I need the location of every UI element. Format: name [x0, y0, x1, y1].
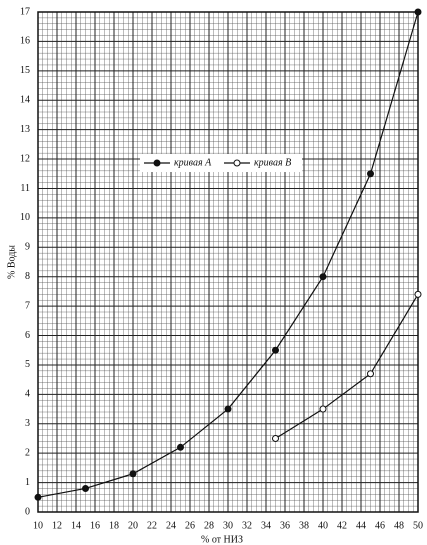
y-tick-label: 11 — [20, 183, 30, 194]
plot-frame — [37, 11, 419, 513]
data-point — [177, 443, 184, 451]
y-tick-label: 17 — [20, 6, 30, 17]
data-point — [414, 8, 422, 16]
y-tick-label: 4 — [25, 389, 30, 400]
data-point — [82, 484, 89, 492]
y-tick-label: 0 — [25, 506, 30, 517]
x-tick-label: 44 — [356, 520, 366, 531]
x-tick-label: 36 — [280, 520, 290, 531]
y-tick-label: 6 — [25, 330, 30, 341]
data-point — [367, 170, 374, 178]
data-point — [319, 273, 327, 281]
y-tick-label: 2 — [25, 447, 30, 458]
legend-marker — [153, 159, 161, 167]
y-axis-label: % Воды — [6, 245, 17, 279]
y-tick-label: 5 — [25, 359, 30, 370]
data-point — [129, 470, 137, 478]
y-tick-label: 12 — [20, 153, 30, 164]
y-tick-label: 8 — [25, 271, 30, 282]
x-tick-label: 22 — [147, 520, 157, 531]
legend-label: кривая В — [254, 157, 291, 168]
y-tick-label: 7 — [25, 300, 30, 311]
legend-box — [140, 154, 302, 172]
x-tick-label: 48 — [394, 520, 404, 531]
x-tick-label: 24 — [166, 520, 176, 531]
x-axis-label: % от НИЗ — [201, 534, 243, 545]
x-tick-label: 12 — [52, 520, 62, 531]
y-tick-label: 1 — [25, 477, 30, 488]
y-tick-label: 10 — [20, 212, 30, 223]
legend-marker — [233, 159, 241, 167]
data-point — [272, 346, 279, 354]
x-tick-label: 32 — [242, 520, 252, 531]
x-tick-label: 10 — [33, 520, 43, 531]
data-point — [367, 370, 374, 378]
data-point — [224, 405, 232, 413]
x-tick-label: 30 — [223, 520, 233, 531]
data-point — [414, 290, 422, 298]
data-point — [34, 493, 42, 501]
x-tick-label: 20 — [128, 520, 138, 531]
y-tick-label: 3 — [25, 418, 30, 429]
y-tick-label: 15 — [20, 65, 30, 76]
y-tick-label: 13 — [20, 124, 30, 135]
y-tick-label: 16 — [20, 36, 30, 47]
x-tick-label: 28 — [204, 520, 214, 531]
y-tick-label: 9 — [25, 242, 30, 253]
legend-label: кривая А — [174, 157, 212, 168]
x-tick-label: 18 — [109, 520, 119, 531]
series-line — [275, 294, 419, 439]
x-tick-label: 40 — [318, 520, 328, 531]
x-tick-label: 14 — [71, 520, 81, 531]
x-tick-label: 46 — [375, 520, 385, 531]
x-tick-label: 38 — [299, 520, 309, 531]
y-tick-label: 14 — [20, 95, 30, 106]
x-tick-label: 50 — [413, 520, 423, 531]
x-tick-label: 26 — [185, 520, 195, 531]
x-tick-label: 42 — [337, 520, 347, 531]
x-tick-label: 34 — [261, 520, 271, 531]
data-point — [272, 434, 279, 442]
x-tick-label: 16 — [90, 520, 100, 531]
data-point — [319, 405, 327, 413]
